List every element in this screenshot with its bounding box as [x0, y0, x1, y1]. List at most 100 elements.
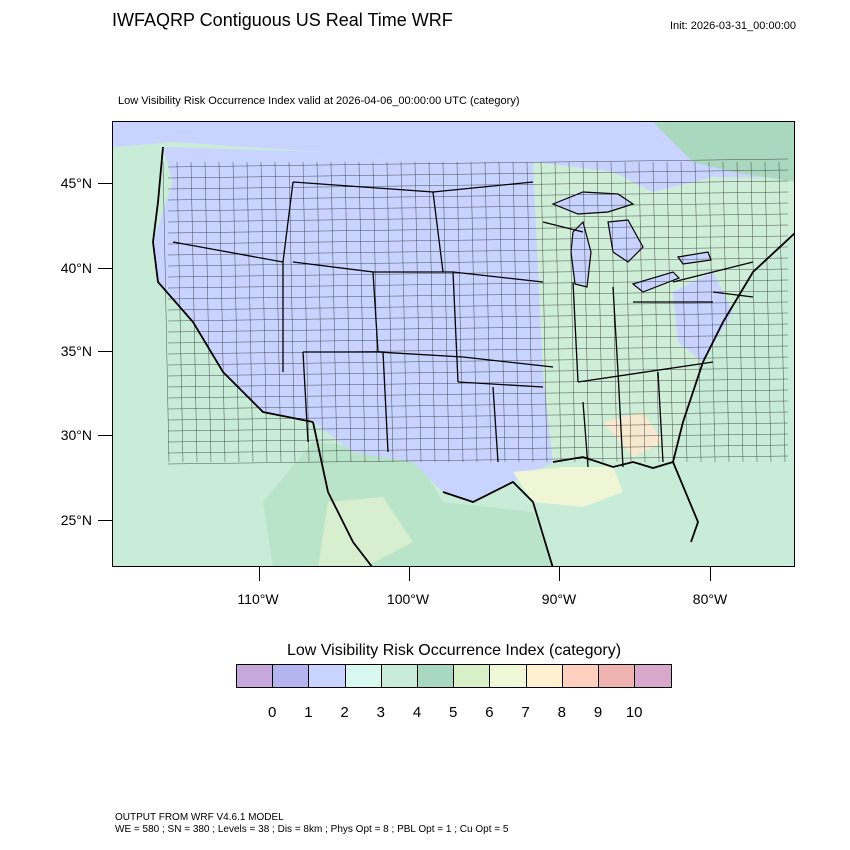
county-line: [167, 158, 789, 168]
county-line: [167, 224, 789, 234]
county-line: [316, 161, 324, 463]
coastlines: [152, 146, 794, 566]
county-line: [694, 161, 702, 463]
county-line: [596, 161, 604, 463]
us-land-west: [153, 147, 553, 502]
main-title: IWFAQRP Contiguous US Real Time WRF: [112, 10, 453, 30]
county-line: [638, 161, 646, 463]
legend-tick-label: 10: [625, 704, 643, 721]
legend-title: Low Visibility Risk Occurrence Index (ca…: [286, 642, 622, 659]
footer-config-line: WE = 580 ; SN = 380 ; Levels = 38 ; Dis …: [115, 824, 509, 835]
county-line: [358, 161, 366, 463]
legend-swatch-0: [237, 665, 274, 687]
county-line: [246, 161, 254, 463]
florida-peninsula: [633, 462, 698, 542]
county-boundaries: [162, 158, 789, 465]
lon-tick-90w: [559, 567, 560, 581]
county-line: [167, 345, 789, 355]
county-line: [167, 290, 789, 300]
county-line: [302, 161, 310, 463]
county-line: [498, 161, 506, 463]
county-line: [167, 301, 789, 311]
county-line: [442, 161, 450, 463]
county-line: [167, 400, 789, 410]
canada-region: [113, 122, 794, 192]
county-line: [190, 161, 198, 463]
county-line: [204, 161, 212, 463]
county-line: [176, 161, 184, 463]
canada-east-terrain: [653, 122, 794, 182]
lake-huron: [607, 219, 644, 263]
legend-tick-label: 2: [340, 704, 349, 721]
county-line: [167, 279, 789, 289]
county-line: [167, 202, 789, 212]
county-line: [167, 246, 789, 256]
legend-tick-label: 9: [593, 704, 603, 721]
county-line: [568, 161, 576, 463]
county-line: [554, 161, 562, 463]
county-line: [540, 161, 548, 463]
lon-tick-100w: [409, 567, 410, 581]
legend-tick-label: 8: [557, 704, 566, 721]
legend-swatch-4: [381, 665, 418, 687]
county-line: [288, 161, 296, 463]
county-line: [167, 312, 789, 322]
county-line: [167, 367, 789, 377]
legend-color-bar: [236, 664, 673, 688]
county-line: [428, 161, 436, 463]
county-line: [167, 389, 789, 399]
county-line: [512, 161, 520, 463]
legend-tick-label: 6: [485, 704, 494, 721]
county-line: [400, 161, 408, 463]
county-line: [162, 161, 170, 463]
county-line: [624, 161, 632, 463]
legend-swatch-9: [562, 665, 599, 687]
legend-swatch-5: [417, 665, 455, 687]
lat-label-40n: 40°N: [60, 260, 92, 276]
lat-label-25n: 25°N: [60, 512, 92, 528]
legend-swatch-3: [345, 665, 382, 687]
legend-swatch-2: [309, 665, 346, 687]
county-line: [526, 161, 534, 463]
state-boundaries: [172, 181, 754, 468]
county-line: [764, 161, 772, 463]
lon-tick-80w: [710, 567, 711, 581]
lake-erie: [631, 271, 681, 293]
county-line: [167, 235, 789, 245]
county-line: [167, 213, 789, 223]
lat-label-35n: 35°N: [60, 343, 92, 359]
lat-tick-30n: [98, 435, 112, 436]
county-line: [167, 356, 789, 366]
lon-label-100w: 100°W: [386, 591, 430, 607]
map-canvas: [113, 122, 794, 566]
lat-tick-25n: [98, 520, 112, 521]
county-line: [167, 268, 789, 278]
mexico-highland: [318, 497, 413, 566]
appalachian-blue: [673, 272, 733, 362]
map-subtitle: Low Visibility Risk Occurrence Index val…: [118, 95, 520, 107]
county-line: [652, 161, 660, 463]
lon-tick-110w: [259, 567, 260, 581]
legend-swatch-10: [598, 665, 636, 687]
county-line: [582, 161, 590, 463]
county-line: [218, 161, 226, 463]
county-line: [344, 161, 352, 463]
lon-label-80w: 80°W: [692, 591, 728, 607]
init-time-label: Init: 2026-03-31_00:00:00: [670, 20, 796, 32]
county-line: [167, 455, 789, 465]
lon-label-90w: 90°W: [541, 591, 577, 607]
legend-tick-label: 5: [449, 704, 458, 721]
county-line: [167, 334, 789, 344]
footer-model-line: OUTPUT FROM WRF V4.6.1 MODEL: [115, 812, 284, 823]
lat-label-45n: 45°N: [60, 175, 92, 191]
county-line: [167, 169, 789, 179]
county-line: [167, 444, 789, 454]
county-line: [708, 161, 716, 463]
county-line: [274, 161, 282, 463]
legend-swatch-11: [635, 665, 672, 687]
county-line: [167, 422, 789, 432]
county-line: [167, 323, 789, 333]
lat-label-30n: 30°N: [60, 427, 92, 443]
legend-swatch-6: [454, 665, 491, 687]
county-line: [722, 161, 730, 463]
